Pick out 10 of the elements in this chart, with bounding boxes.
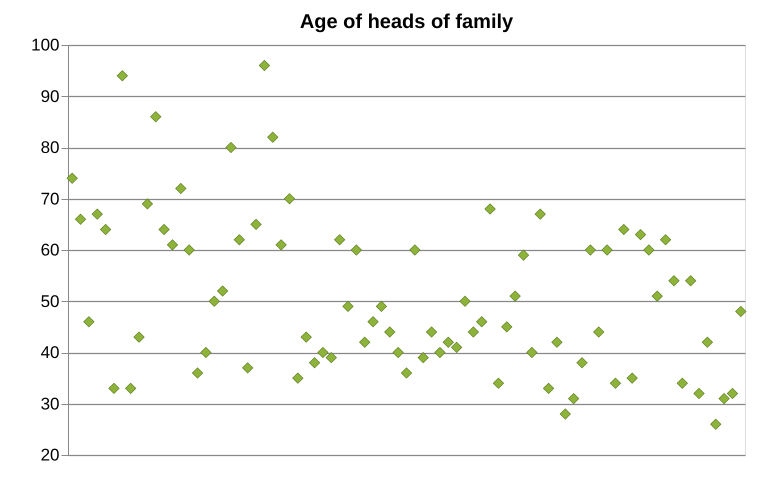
y-tick-label: 80 xyxy=(40,138,60,157)
y-tick-label: 20 xyxy=(40,446,60,464)
y-tick-label: 70 xyxy=(40,189,60,208)
y-tick-label: 90 xyxy=(40,86,60,106)
y-tick-label: 100 xyxy=(31,36,60,54)
y-tick-label: 50 xyxy=(40,292,60,311)
y-tick-label: 60 xyxy=(40,240,60,260)
chart-title: Age of heads of family xyxy=(300,11,514,33)
y-tick-label: 40 xyxy=(40,343,60,362)
y-tick-label: 30 xyxy=(40,394,60,414)
